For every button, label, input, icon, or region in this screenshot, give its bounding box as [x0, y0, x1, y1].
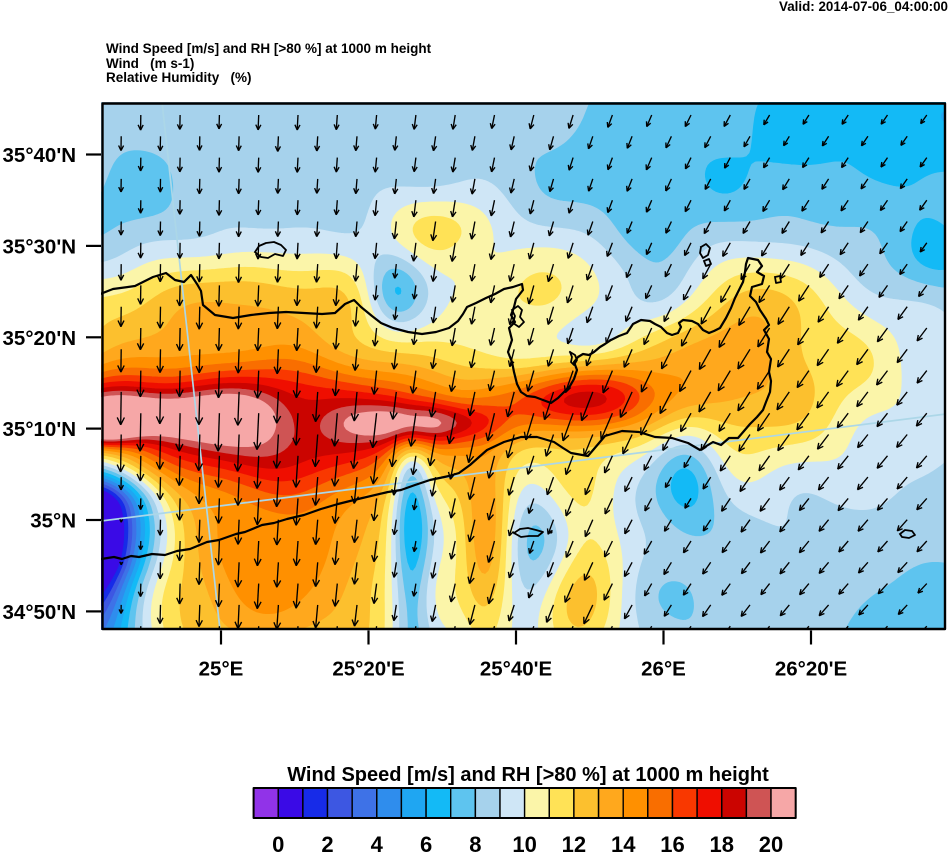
svg-text:35°30'N: 35°30'N: [3, 235, 76, 258]
svg-text:Wind Speed [m/s] and RH [>80 %: Wind Speed [m/s] and RH [>80 %] at 1000 …: [106, 41, 432, 56]
svg-text:25°E: 25°E: [199, 658, 244, 681]
svg-text:25°20'E: 25°20'E: [332, 658, 404, 681]
svg-text:25°40'E: 25°40'E: [480, 658, 552, 681]
svg-text:26°20'E: 26°20'E: [775, 658, 847, 681]
svg-text:35°N: 35°N: [30, 510, 76, 533]
svg-text:20: 20: [759, 832, 783, 854]
svg-text:35°40'N: 35°40'N: [3, 144, 76, 167]
svg-text:Wind Speed [m/s] and RH [>80 %: Wind Speed [m/s] and RH [>80 %] at 1000 …: [287, 764, 769, 786]
svg-text:10: 10: [512, 832, 536, 854]
svg-text:35°20'N: 35°20'N: [3, 327, 76, 350]
svg-text:18: 18: [710, 832, 734, 854]
svg-text:12: 12: [562, 832, 586, 854]
svg-text:14: 14: [611, 832, 636, 854]
svg-text:16: 16: [660, 832, 684, 854]
svg-text:Relative Humidity (%): Relative Humidity (%): [106, 70, 252, 85]
svg-text:35°10'N: 35°10'N: [3, 418, 76, 441]
svg-text:26°E: 26°E: [641, 658, 686, 681]
svg-text:4: 4: [371, 832, 384, 854]
svg-text:Wind (m s-1): Wind (m s-1): [106, 56, 194, 71]
svg-text:Valid: 2014-07-06_04:00:00: Valid: 2014-07-06_04:00:00: [779, 0, 948, 14]
svg-text:2: 2: [321, 832, 333, 854]
svg-text:6: 6: [420, 832, 432, 854]
svg-text:34°50'N: 34°50'N: [3, 601, 76, 624]
svg-text:0: 0: [272, 832, 284, 854]
svg-text:8: 8: [469, 832, 481, 854]
